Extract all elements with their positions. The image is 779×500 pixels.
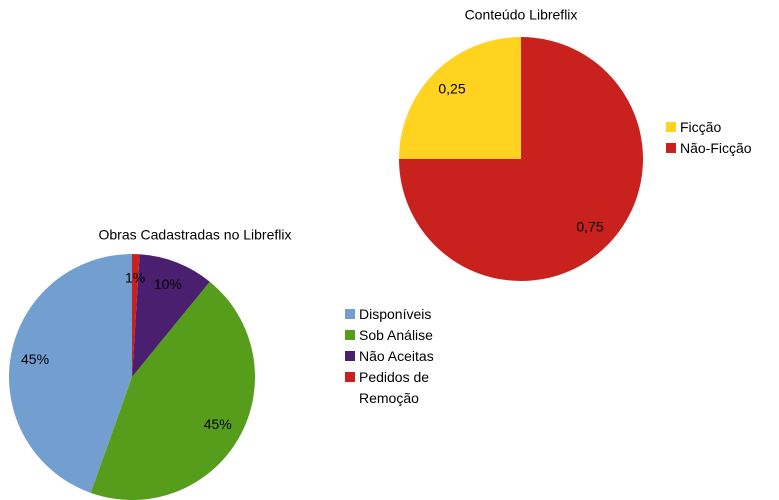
legend-label: Não Aceitas bbox=[359, 348, 434, 364]
legend-swatch bbox=[345, 351, 355, 361]
pie-slice bbox=[90, 281, 256, 500]
legend: Ficção Não-Ficção bbox=[666, 117, 779, 159]
pie-slice bbox=[132, 254, 140, 377]
legend-swatch bbox=[666, 122, 676, 132]
legend-swatch bbox=[345, 330, 355, 340]
legend-label: Ficção bbox=[680, 119, 722, 135]
pie-slice bbox=[9, 254, 132, 493]
legend-item: Sob Análise bbox=[345, 325, 440, 346]
data-label: 45% bbox=[204, 416, 232, 432]
chart-title: Conteúdo Libreflix bbox=[465, 7, 578, 23]
legend-label: Não-Ficção bbox=[680, 140, 752, 156]
data-label: 45% bbox=[21, 351, 49, 367]
legend-item: Disponíveis bbox=[345, 304, 440, 325]
chart-title: Obras Cadastradas no Libreflix bbox=[99, 227, 292, 243]
legend-label: Sob Análise bbox=[359, 327, 433, 343]
data-label: 0,75 bbox=[576, 219, 603, 235]
legend-swatch bbox=[345, 309, 355, 319]
legend-label: Pedidos de Remoção bbox=[359, 369, 430, 406]
legend: Disponíveis Sob Análise Não Aceitas Pedidos… bbox=[345, 304, 440, 409]
pie-slice bbox=[399, 37, 643, 281]
legend-item: Não Aceitas bbox=[345, 346, 440, 367]
legend-swatch bbox=[345, 372, 355, 382]
data-label: 10% bbox=[154, 276, 182, 292]
legend-label: Disponíveis bbox=[359, 306, 432, 322]
legend-item: Ficção bbox=[666, 117, 779, 138]
data-label: 1% bbox=[125, 269, 145, 285]
legend-item: Pedidos de Remoção bbox=[345, 367, 440, 409]
pie-slice bbox=[132, 254, 210, 377]
legend-swatch bbox=[666, 143, 676, 153]
pie-slice bbox=[399, 37, 521, 159]
data-label: 0,25 bbox=[438, 81, 465, 97]
legend-item: Não-Ficção bbox=[666, 138, 779, 159]
